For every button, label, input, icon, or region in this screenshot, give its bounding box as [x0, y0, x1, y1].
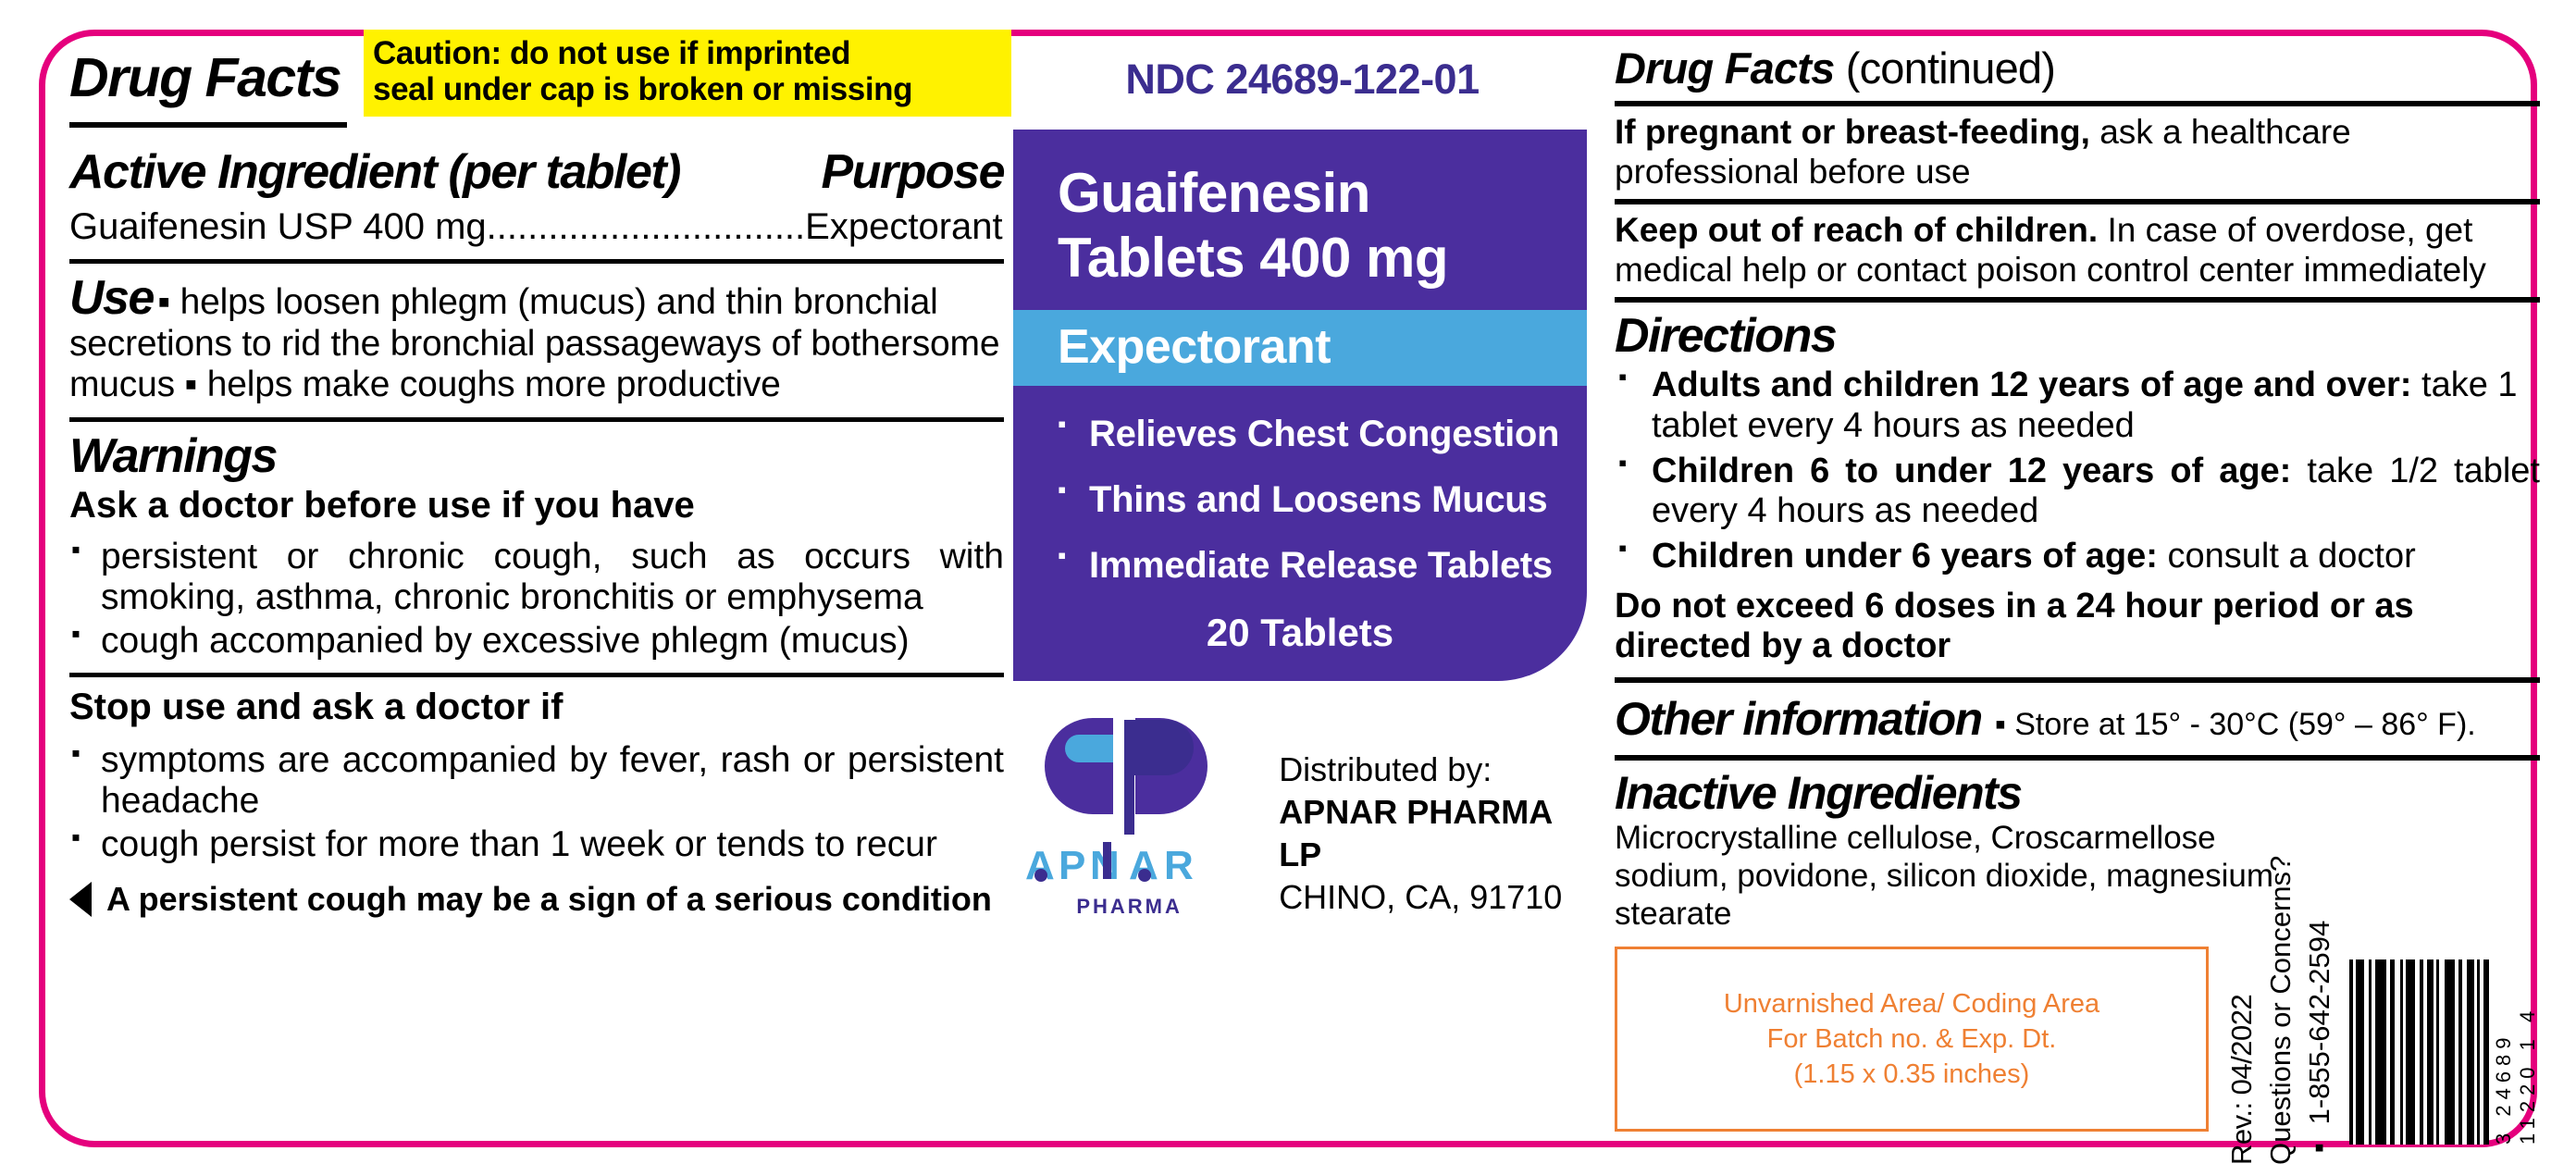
distributor-block: Distributed by: APNAR PHARMA LP CHINO, C…: [1279, 749, 1591, 919]
product-display-panel: Guaifenesin Tablets 400 mg Expectorant R…: [1013, 130, 1587, 682]
phone-number: ▪ 1-855-642-2594: [2303, 920, 2335, 1166]
list-item: Relieves Chest Congestion: [1058, 410, 1587, 455]
direction-bold: Children 6 to under 12 years of age:: [1652, 451, 2292, 490]
drug-facts-continued-bold: Drug Facts: [1615, 43, 1835, 93]
stop-use-list: symptoms are accompanied by fever, rash …: [69, 738, 1004, 865]
ndc-code: NDC 24689-122-01: [1125, 56, 1480, 103]
use-text: ▪ helps loosen phlegm (mucus) and thin b…: [69, 282, 1000, 405]
apnar-capsule-icon: [1037, 712, 1222, 839]
pregnancy-warning-rest: ask a healthcare professional before use: [1615, 113, 2351, 191]
list-item: persistent or chronic cough, such as occ…: [69, 535, 1004, 619]
caution-box: Caution: do not use if imprinted seal un…: [364, 30, 1011, 118]
barcode-digits: 3 24689 11220 1 4: [2492, 1005, 2539, 1145]
other-information-text: ▪ Store at 15° - 30°C (59° – 86° F).: [1994, 707, 2476, 743]
manufacturer-block: A P N A R PHARMA Distributed by:: [1013, 712, 1591, 919]
direction-bold: Children under 6 years of age:: [1652, 537, 2158, 576]
inactive-ingredients-text: Microcrystalline cellulose, Croscarmello…: [1615, 820, 2274, 933]
caution-line-2: seal under cap is broken or missing: [373, 71, 913, 108]
active-ingredient-heading: Active Ingredient (per tablet): [69, 145, 682, 199]
coding-area-line-3: (1.15 x 0.35 inches): [1793, 1059, 2030, 1090]
coding-area-line-2: For Batch no. & Exp. Dt.: [1766, 1024, 2057, 1055]
questions-concerns-text: Questions or Concerns?: [2264, 855, 2297, 1166]
stop-use-heading: Stop use and ask a doctor if: [69, 687, 564, 728]
divider-after-use: [69, 416, 1004, 422]
apnar-wordmark: A P N A R: [1022, 838, 1236, 893]
drug-facts-title: Drug Facts: [69, 47, 342, 108]
product-claims-list: Relieves Chest Congestion Thins and Loos…: [1013, 410, 1587, 587]
drug-facts-continued-rest: (continued): [1834, 43, 2056, 93]
other-information-heading: Other information: [1615, 693, 1983, 746]
center-panel: NDC 24689-122-01 Guaifenesin Tablets 400…: [1013, 43, 1591, 1125]
direction-rest: take 1 tablet every 4 hours as needed: [1652, 365, 2518, 445]
purpose-heading: Purpose: [821, 145, 1005, 199]
list-item: Children under 6 years of age: consult a…: [1615, 535, 2540, 576]
drug-facts-header-row: Drug Facts Caution: do not use if imprin…: [69, 30, 1011, 128]
direction-rest: consult a doctor: [2157, 537, 2416, 576]
keep-out-bold: Keep out of reach of children.: [1615, 211, 2099, 250]
coding-area-line-1: Unvarnished Area/ Coding Area: [1723, 988, 2100, 1019]
distributor-address: CHINO, CA, 91710: [1279, 878, 1563, 917]
use-block: Use ▪ helps loosen phlegm (mucus) and th…: [69, 273, 1004, 406]
direction-bold: Adults and children 12 years of age and …: [1652, 365, 2412, 405]
directions-heading: Directions: [1615, 309, 1838, 364]
list-item: Immediate Release Tablets: [1058, 541, 1587, 587]
list-item: cough accompanied by excessive phlegm (m…: [69, 619, 1004, 662]
capsule-p-icon: [1044, 712, 1208, 839]
ask-doctor-heading: Ask a doctor before use if you have: [69, 485, 695, 526]
persistent-cough-note-text: A persistent cough may be a sign of a se…: [106, 880, 992, 918]
do-not-exceed-note: Do not exceed 6 doses in a 24 hour perio…: [1615, 586, 2414, 666]
divider-2: [1615, 199, 2540, 205]
divider-5: [1615, 755, 2540, 761]
product-name-line-1: Guaifenesin: [1058, 162, 1370, 224]
directions-list: Adults and children 12 years of age and …: [1615, 364, 2540, 577]
apnar-wordmark-icon: A P N A R: [1025, 842, 1194, 888]
right-panel: Drug Facts (continued) If pregnant or br…: [1615, 43, 2540, 1165]
bottom-right-row: Unvarnished Area/ Coding Area For Batch …: [1615, 855, 2540, 1166]
pregnancy-warning-bold: If pregnant or breast-feeding,: [1615, 113, 2090, 151]
keep-out-of-reach-warning: Keep out of reach of children. In case o…: [1615, 204, 2540, 297]
tablet-count: 20 Tablets: [1206, 611, 1394, 655]
distributor-name: APNAR PHARMA LP: [1279, 792, 1552, 874]
warnings-heading: Warnings: [69, 428, 278, 483]
distributed-by-label: Distributed by:: [1279, 749, 1492, 788]
drug-facts-underline: [69, 122, 347, 128]
pharma-wordmark: PHARMA: [1076, 895, 1183, 919]
list-item: symptoms are accompanied by fever, rash …: [69, 738, 1004, 823]
use-heading: Use: [69, 271, 155, 325]
keep-out-rest: In case of overdose, get medical help or…: [1615, 211, 2486, 289]
barcode-bars: [2349, 959, 2489, 1145]
list-item: Adults and children 12 years of age and …: [1615, 364, 2540, 446]
list-item: cough persist for more than 1 week or te…: [69, 823, 1004, 865]
revision-date: Rev.: 04/2022: [2225, 994, 2258, 1166]
svg-text:R: R: [1164, 843, 1194, 888]
other-information-row: Other information ▪ Store at 15° - 30°C …: [1615, 683, 2540, 755]
divider-after-active-ingredient: [69, 259, 1004, 264]
barcode: 3 24689 11220 1 4: [2349, 947, 2540, 1145]
persistent-cough-note: A persistent cough may be a sign of a se…: [69, 880, 1004, 919]
divider-after-warnings: [69, 673, 1004, 678]
apnar-logo: A P N A R PHARMA: [1022, 712, 1236, 919]
direction-rest: take 1/2 tablet every 4 hours as needed: [1652, 451, 2540, 531]
triangle-left-icon: [69, 882, 92, 917]
drug-facts-continued-title: Drug Facts (continued): [1615, 43, 2540, 93]
caution-line-1: Caution: do not use if imprinted: [373, 35, 851, 71]
svg-text:P: P: [1059, 843, 1085, 888]
active-ingredient-header-row: Active Ingredient (per tablet) Purpose: [69, 144, 1005, 200]
left-panel: Drug Facts Caution: do not use if imprin…: [69, 30, 1011, 1125]
pregnancy-warning: If pregnant or breast-feeding, ask a hea…: [1615, 106, 2540, 199]
product-name-line-2: Tablets 400 mg: [1058, 226, 1449, 289]
list-item: Thins and Loosens Mucus: [1058, 476, 1587, 521]
list-item: Children 6 to under 12 years of age: tak…: [1615, 450, 2540, 532]
divider-4: [1615, 677, 2540, 684]
vertical-info-stack: Rev.: 04/2022 Questions or Concerns? ▪ 1…: [2225, 855, 2336, 1166]
divider-1: [1615, 101, 2540, 106]
divider-3: [1615, 297, 2540, 303]
coding-area-box: Unvarnished Area/ Coding Area For Batch …: [1615, 947, 2209, 1133]
ask-doctor-list: persistent or chronic cough, such as occ…: [69, 535, 1004, 662]
inactive-ingredients-heading: Inactive Ingredients: [1615, 767, 2023, 820]
expectorant-band: Expectorant: [1013, 310, 1587, 387]
active-ingredient-line: Guaifenesin USP 400 mg..................…: [69, 206, 1003, 247]
